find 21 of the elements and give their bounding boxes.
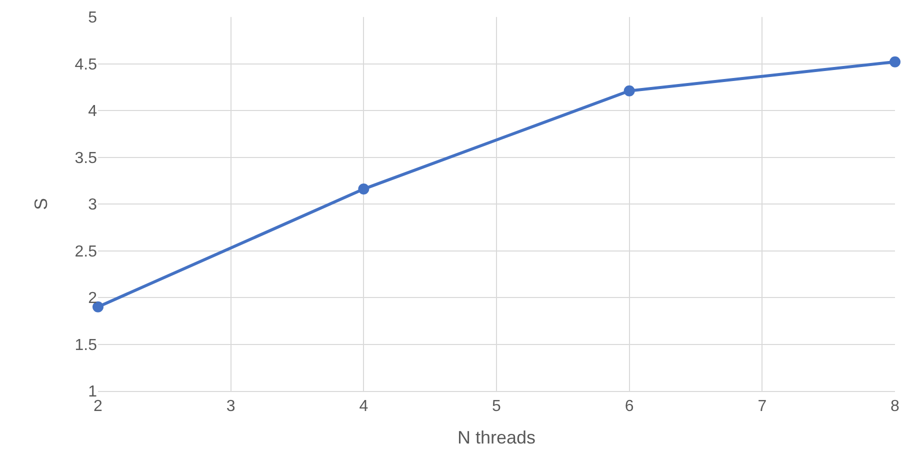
y-tick-label: 4 xyxy=(88,103,98,120)
x-tick-label: 7 xyxy=(758,398,767,416)
x-tick-label: 8 xyxy=(890,398,900,416)
point xyxy=(358,184,370,195)
y-tick-label: 5 xyxy=(88,10,98,27)
y-tick-label: 1 xyxy=(88,384,98,401)
x-tick-label: 6 xyxy=(624,398,634,416)
x-tick-label: 4 xyxy=(359,398,368,416)
point xyxy=(92,301,104,312)
y-tick-label: 2.5 xyxy=(74,243,98,260)
y-tick-label: 3.5 xyxy=(74,150,98,167)
y-tick-label: 1.5 xyxy=(74,336,98,354)
y-tick-label: 3 xyxy=(88,196,98,214)
point xyxy=(890,56,900,68)
y-tick-label: 2 xyxy=(88,290,98,308)
y-tick-label: 4.5 xyxy=(74,56,98,74)
x-axis-title: N threads xyxy=(457,427,536,448)
y-axis-title: S xyxy=(30,198,51,210)
point xyxy=(624,85,635,96)
x-tick-label: 3 xyxy=(226,398,236,416)
x-tick-label: 5 xyxy=(492,398,502,416)
